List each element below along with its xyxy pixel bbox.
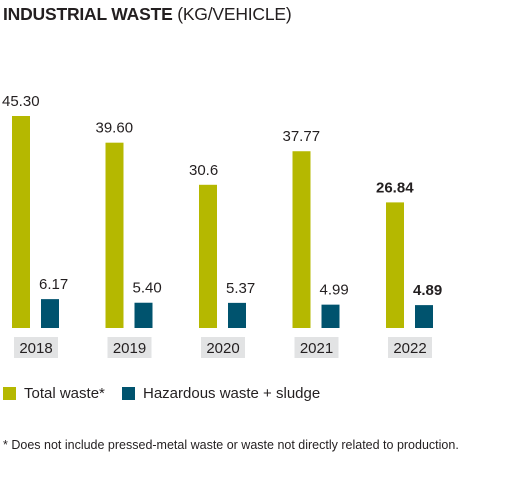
bar-total-2022: [386, 202, 404, 328]
value-label-total-2018: 45.30: [2, 93, 40, 110]
tick-label-2018: 2018: [19, 340, 52, 357]
bar-hazardous-2019: [134, 302, 153, 328]
legend-swatch-total: [3, 387, 16, 400]
tick-box-2021: [294, 337, 339, 358]
tick-label-2020: 2020: [206, 340, 239, 357]
tick-box-2020: [201, 337, 245, 358]
value-label-total-2021: 37.77: [283, 128, 321, 145]
bar-total-2021: [292, 151, 311, 328]
legend-total-waste: Total waste*: [3, 385, 105, 402]
bar-total-2018: [12, 116, 30, 328]
bar-hazardous-2021: [321, 304, 340, 328]
value-label-total-2020: 30.6: [189, 162, 218, 179]
legend-swatch-hazardous: [122, 387, 135, 400]
legend-hazardous-waste: Hazardous waste + sludge: [122, 385, 320, 402]
value-label-hazardous-2022: 4.89: [413, 282, 442, 299]
value-label-total-2022: 26.84: [376, 179, 414, 196]
bar-total-2020: [199, 184, 217, 328]
bar-total-2019: [105, 142, 124, 328]
value-label-hazardous-2020: 5.37: [226, 280, 255, 297]
chart-title: INDUSTRIAL WASTE (KG/VEHICLE): [3, 4, 292, 25]
value-label-hazardous-2019: 5.40: [133, 280, 162, 297]
bar-hazardous-2018: [41, 299, 59, 328]
legend-label-hazardous: Hazardous waste + sludge: [143, 385, 321, 402]
bar-hazardous-2020: [228, 302, 246, 328]
value-label-hazardous-2021: 4.99: [320, 282, 349, 299]
tick-box-2022: [388, 337, 432, 358]
value-label-total-2019: 39.60: [96, 120, 134, 137]
chart-title-main: INDUSTRIAL WASTE: [3, 4, 173, 24]
legend-label-total: Total waste*: [24, 385, 105, 402]
bar-chart: 45.30 6.17 2018 39.60 5.40 2019 30.6 5.37 2020 37…: [2, 93, 442, 358]
tick-label-2022: 2022: [393, 340, 426, 357]
tick-label-2021: 2021: [300, 340, 333, 357]
value-label-hazardous-2018: 6.17: [39, 276, 68, 293]
footnote: * Does not include pressed-metal waste o…: [3, 438, 459, 452]
bar-hazardous-2022: [415, 305, 433, 328]
tick-box-2018: [14, 337, 58, 358]
chart-title-unit: (KG/VEHICLE): [172, 4, 292, 24]
tick-label-2019: 2019: [113, 340, 146, 357]
tick-box-2019: [107, 337, 152, 358]
